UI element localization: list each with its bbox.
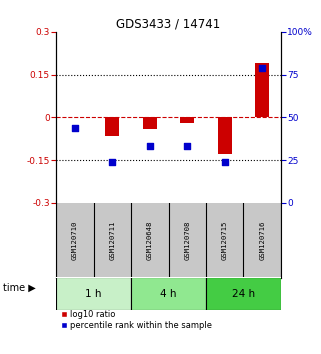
Point bbox=[147, 143, 152, 149]
Bar bbox=[218, 117, 232, 154]
Point bbox=[222, 159, 227, 165]
Point bbox=[260, 65, 265, 70]
Text: GSM120716: GSM120716 bbox=[259, 221, 265, 260]
Text: GSM120648: GSM120648 bbox=[147, 221, 153, 260]
Bar bbox=[255, 63, 269, 117]
Text: 1 h: 1 h bbox=[85, 289, 102, 298]
Text: time ▶: time ▶ bbox=[3, 283, 36, 293]
Legend: log10 ratio, percentile rank within the sample: log10 ratio, percentile rank within the … bbox=[60, 310, 213, 330]
Point bbox=[72, 125, 77, 130]
Bar bbox=[131, 278, 206, 309]
Text: 24 h: 24 h bbox=[232, 289, 255, 298]
Point bbox=[110, 159, 115, 165]
Text: GSM120715: GSM120715 bbox=[222, 221, 228, 260]
Bar bbox=[206, 278, 281, 309]
Text: GSM120708: GSM120708 bbox=[184, 221, 190, 260]
Bar bbox=[143, 117, 157, 129]
Point bbox=[185, 143, 190, 149]
Title: GDS3433 / 14741: GDS3433 / 14741 bbox=[117, 18, 221, 31]
Bar bbox=[56, 278, 131, 309]
Bar bbox=[180, 117, 194, 123]
Text: 4 h: 4 h bbox=[160, 289, 177, 298]
Text: GSM120711: GSM120711 bbox=[109, 221, 115, 260]
Text: GSM120710: GSM120710 bbox=[72, 221, 78, 260]
Bar bbox=[105, 117, 119, 136]
